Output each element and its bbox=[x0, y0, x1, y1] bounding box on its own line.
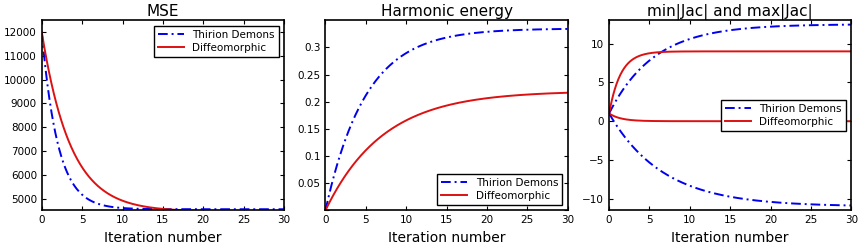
X-axis label: Iteration number: Iteration number bbox=[671, 231, 788, 245]
Diffeomorphic bbox=[273, 210, 283, 213]
Thirion Demons bbox=[718, 30, 728, 33]
Diffeomorphic bbox=[167, 208, 177, 211]
Line: Thirion Demons: Thirion Demons bbox=[325, 29, 567, 210]
Diffeomorphic bbox=[839, 50, 850, 53]
Thirion Demons bbox=[36, 31, 46, 34]
Thirion Demons bbox=[734, 28, 745, 31]
Thirion Demons bbox=[181, 208, 191, 211]
Thirion Demons bbox=[435, 38, 445, 41]
Diffeomorphic bbox=[802, 50, 812, 53]
Diffeomorphic bbox=[435, 106, 445, 109]
Thirion Demons bbox=[604, 112, 614, 115]
Diffeomorphic bbox=[464, 99, 474, 102]
Title: min|Jac| and max|Jac|: min|Jac| and max|Jac| bbox=[647, 4, 812, 20]
Thirion Demons bbox=[152, 208, 162, 211]
Thirion Demons bbox=[846, 23, 856, 26]
Diffeomorphic bbox=[36, 31, 46, 34]
Thirion Demons bbox=[235, 208, 245, 211]
Thirion Demons bbox=[747, 26, 758, 29]
Diffeomorphic bbox=[604, 112, 614, 115]
Legend: Thirion Demons, Diffeomorphic: Thirion Demons, Diffeomorphic bbox=[720, 100, 846, 131]
X-axis label: Iteration number: Iteration number bbox=[387, 231, 505, 245]
Diffeomorphic bbox=[278, 210, 288, 213]
Diffeomorphic bbox=[561, 91, 572, 94]
Line: Thirion Demons: Thirion Demons bbox=[41, 32, 283, 209]
Diffeomorphic bbox=[235, 210, 245, 213]
Diffeomorphic bbox=[451, 102, 461, 105]
Diffeomorphic bbox=[846, 50, 856, 53]
Thirion Demons bbox=[556, 27, 567, 30]
Thirion Demons bbox=[273, 208, 283, 211]
Diffeomorphic bbox=[518, 93, 529, 96]
Diffeomorphic bbox=[556, 91, 567, 94]
Line: Diffeomorphic: Diffeomorphic bbox=[609, 51, 851, 114]
Legend: Thirion Demons, Diffeomorphic: Thirion Demons, Diffeomorphic bbox=[437, 174, 561, 205]
Thirion Demons bbox=[451, 34, 461, 37]
Diffeomorphic bbox=[152, 207, 162, 210]
Thirion Demons bbox=[278, 208, 288, 211]
X-axis label: Iteration number: Iteration number bbox=[104, 231, 221, 245]
Line: Diffeomorphic: Diffeomorphic bbox=[41, 32, 283, 212]
Diffeomorphic bbox=[181, 209, 191, 212]
Diffeomorphic bbox=[153, 207, 164, 210]
Line: Thirion Demons: Thirion Demons bbox=[609, 25, 851, 114]
Line: Diffeomorphic: Diffeomorphic bbox=[325, 93, 567, 210]
Thirion Demons bbox=[320, 209, 331, 212]
Thirion Demons bbox=[802, 24, 812, 27]
Diffeomorphic bbox=[720, 50, 730, 53]
Thirion Demons bbox=[464, 32, 474, 35]
Legend: Thirion Demons, Diffeomorphic: Thirion Demons, Diffeomorphic bbox=[153, 26, 278, 57]
Diffeomorphic bbox=[747, 50, 758, 53]
Thirion Demons bbox=[561, 27, 572, 30]
Thirion Demons bbox=[167, 208, 177, 211]
Diffeomorphic bbox=[437, 105, 447, 108]
Title: MSE: MSE bbox=[146, 4, 179, 19]
Thirion Demons bbox=[153, 208, 164, 211]
Diffeomorphic bbox=[320, 209, 331, 212]
Thirion Demons bbox=[518, 28, 529, 31]
Thirion Demons bbox=[720, 29, 730, 32]
Thirion Demons bbox=[437, 37, 447, 40]
Thirion Demons bbox=[839, 23, 850, 26]
Diffeomorphic bbox=[734, 50, 745, 53]
Title: Harmonic energy: Harmonic energy bbox=[380, 4, 512, 19]
Diffeomorphic bbox=[718, 50, 728, 53]
